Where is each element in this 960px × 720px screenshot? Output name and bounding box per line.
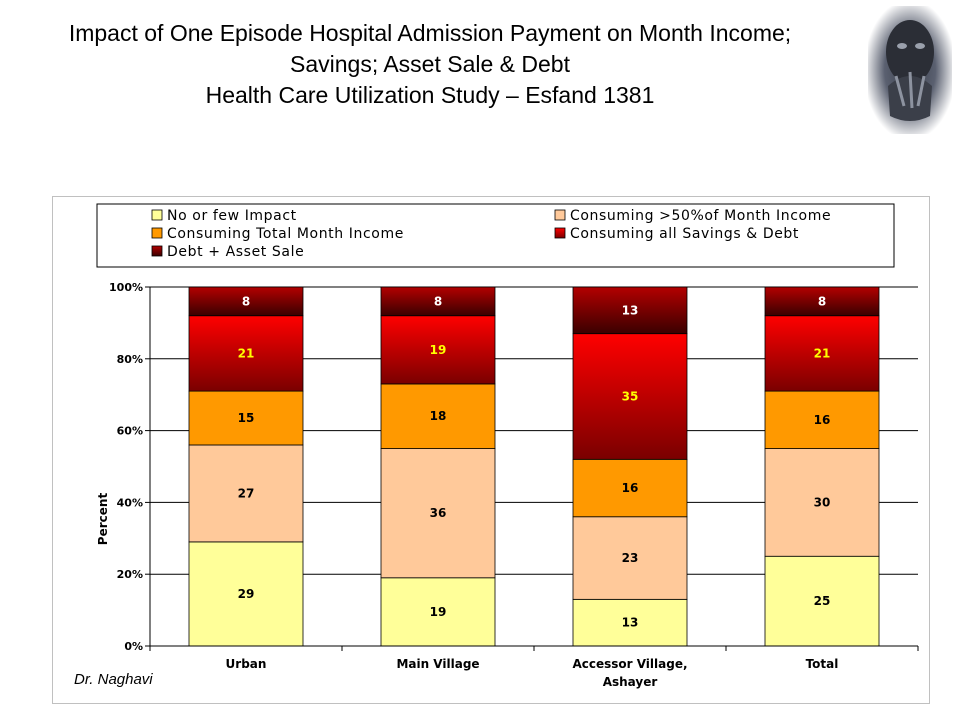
data-label: 21 [238,346,255,360]
data-label: 23 [622,551,639,565]
legend-entry: Debt + Asset Sale [167,244,304,260]
title-line-3: Health Care Utilization Study – Esfand 1… [205,82,655,108]
legend-swatch [151,227,163,239]
legend-entry: No or few Impact [167,208,297,224]
data-label: 16 [814,413,831,427]
data-label: 15 [238,411,255,425]
bar-segment [764,555,880,647]
data-label: 21 [814,346,831,360]
data-label: 19 [430,605,447,619]
legend-swatch [554,227,566,239]
bar-segment [572,286,688,335]
y-tick-label: 80% [117,353,143,366]
legend-swatch [151,209,163,221]
data-label: 19 [430,343,447,357]
bar-segment [764,448,880,557]
data-label: 27 [238,486,255,500]
bar-segment [188,315,304,392]
chart-title: Impact of One Episode Hospital Admission… [0,18,860,111]
data-label: 8 [818,294,826,308]
title-line-2: Savings; Asset Sale & Debt [290,51,570,77]
bar-segment [380,577,496,647]
data-label: 8 [242,294,250,308]
bar-segment [188,444,304,543]
x-tick-label: Total [806,657,839,671]
bar-segment [380,448,496,579]
bar-segment [380,286,496,317]
bar-segment [188,390,304,446]
legend-entry: Consuming >50%of Month Income [570,208,831,224]
author-credit: Dr. Naghavi [74,671,153,688]
bar-segment [380,383,496,449]
data-label: 35 [622,389,639,403]
face-photo-icon [868,6,952,134]
data-label: 36 [430,506,447,520]
x-tick-label: Ashayer [603,675,658,689]
bar-segment [764,315,880,392]
y-axis-label: Percent [96,493,110,546]
data-label: 13 [622,616,639,630]
bar-segment [572,333,688,460]
data-label: 16 [622,481,639,495]
legend-entry: Consuming Total Month Income [167,226,404,242]
x-tick-label: Accessor Village, [572,657,687,671]
y-tick-label: 0% [124,640,143,653]
bar-segment [188,541,304,647]
legend-swatch [151,245,163,257]
x-tick-label: Main Village [396,657,479,671]
data-label: 29 [238,587,255,601]
y-tick-label: 100% [109,281,143,294]
y-tick-label: 40% [117,496,143,509]
bar-segment [380,315,496,385]
data-label: 18 [430,409,447,423]
bar-segment [764,286,880,317]
bar-segment [188,286,304,317]
legend-swatch [554,209,566,221]
y-tick-label: 60% [117,425,143,438]
title-line-1: Impact of One Episode Hospital Admission… [68,20,792,46]
y-tick-label: 20% [117,568,143,581]
bar-segment [572,516,688,600]
data-label: 13 [622,303,639,317]
legend-entry: Consuming all Savings & Debt [570,226,799,242]
bar-segment [572,458,688,518]
data-label: 8 [434,294,442,308]
bar-segment [572,598,688,647]
data-label: 25 [814,594,831,608]
data-label: 30 [814,495,831,509]
bar-segment [764,390,880,449]
x-tick-label: Urban [226,657,267,671]
legend [96,203,895,268]
